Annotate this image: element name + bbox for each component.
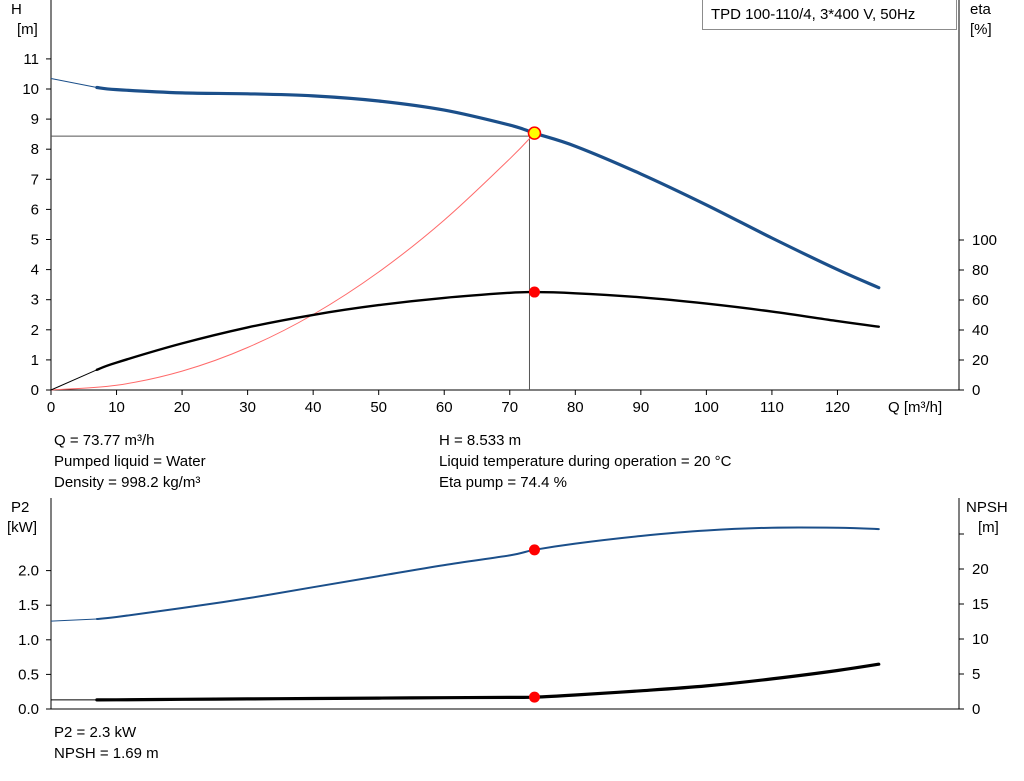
head-tick-label: 8 xyxy=(31,141,39,158)
pump-title: TPD 100-110/4, 3*400 V, 50Hz xyxy=(702,0,957,30)
info-liquid: Pumped liquid = Water xyxy=(54,453,206,470)
flow-tick-label: 50 xyxy=(370,399,387,416)
p2-curve-extrapolated xyxy=(50,618,97,622)
head-curve xyxy=(95,85,881,290)
eta-axis-title: eta xyxy=(970,1,992,18)
info-left-block: Q = 73.77 m³/h Pumped liquid = Water Den… xyxy=(54,430,206,493)
npsh-tick-label: 20 xyxy=(972,561,989,578)
flow-tick-label: 90 xyxy=(633,399,650,416)
head-tick-label: 7 xyxy=(31,171,39,188)
flow-tick-label: 30 xyxy=(239,399,256,416)
npsh-curve xyxy=(95,662,881,702)
flow-tick-label: 120 xyxy=(825,399,850,416)
info-head: H = 8.533 m xyxy=(439,432,522,449)
info-bottom-block: P2 = 2.3 kW NPSH = 1.69 m xyxy=(54,722,159,764)
npsh-axis-title: NPSH xyxy=(966,499,1008,516)
head-axis-title: H xyxy=(11,1,22,18)
head-tick-label: 5 xyxy=(31,232,39,249)
eta-tick-label: 0 xyxy=(972,382,980,399)
npsh-axis-unit: [m] xyxy=(978,519,999,536)
head-curve-extrapolated xyxy=(50,78,97,88)
p2-tick-label: 1.5 xyxy=(18,597,39,614)
head-operating-point xyxy=(527,126,542,140)
head-axis-unit: [m] xyxy=(17,21,38,38)
npsh-operating-point xyxy=(528,691,540,703)
p2-tick-label: 1.0 xyxy=(18,632,39,649)
flow-tick-label: 0 xyxy=(47,399,55,416)
head-tick-label: 0 xyxy=(31,382,39,399)
p2-operating-point xyxy=(528,544,540,556)
eta-tick-label: 40 xyxy=(972,322,989,339)
head-tick-label: 1 xyxy=(31,352,39,369)
eta-tick-label: 60 xyxy=(972,292,989,309)
info-p2: P2 = 2.3 kW xyxy=(54,724,137,741)
flow-tick-label: 110 xyxy=(760,399,784,416)
info-eta: Eta pump = 74.4 % xyxy=(439,474,567,491)
info-right-block: H = 8.533 m Liquid temperature during op… xyxy=(439,430,731,493)
flow-axis-label: Q [m³/h] xyxy=(888,399,942,416)
p2-axis-title: P2 xyxy=(11,499,29,516)
head-tick-label: 3 xyxy=(31,292,39,309)
head-tick-label: 2 xyxy=(31,322,39,339)
p2-curve xyxy=(95,526,880,620)
info-temperature: Liquid temperature during operation = 20… xyxy=(439,453,732,470)
flow-tick-label: 10 xyxy=(108,399,125,416)
head-tick-label: 10 xyxy=(22,81,39,98)
eta-tick-label: 80 xyxy=(972,262,989,279)
head-tick-label: 9 xyxy=(31,111,39,128)
head-tick-label: 6 xyxy=(31,201,39,218)
flow-tick-label: 20 xyxy=(174,399,191,416)
flow-tick-label: 40 xyxy=(305,399,322,416)
p2-axis-unit: [kW] xyxy=(7,519,37,536)
p2-tick-label: 2.0 xyxy=(18,563,39,580)
head-tick-label: 4 xyxy=(31,262,39,279)
info-density: Density = 998.2 kg/m³ xyxy=(54,474,201,491)
eta-axis-unit: [%] xyxy=(970,21,992,38)
npsh-tick-label: 15 xyxy=(972,596,989,613)
info-npsh: NPSH = 1.69 m xyxy=(54,745,159,762)
flow-tick-label: 80 xyxy=(567,399,584,416)
npsh-tick-label: 0 xyxy=(972,701,980,718)
eta-curve xyxy=(95,290,880,371)
eta-tick-label: 100 xyxy=(972,232,997,249)
flow-tick-label: 100 xyxy=(694,399,719,416)
system-curve xyxy=(50,132,535,391)
info-flow: Q = 73.77 m³/h xyxy=(54,432,155,449)
eta-operating-point xyxy=(528,286,540,298)
flow-tick-label: 60 xyxy=(436,399,453,416)
flow-tick-label: 70 xyxy=(501,399,518,416)
p2-tick-label: 0.5 xyxy=(18,666,39,683)
npsh-tick-label: 10 xyxy=(972,631,989,648)
eta-tick-label: 20 xyxy=(972,352,989,369)
head-tick-label: 11 xyxy=(23,51,39,68)
eta-curve-extrapolated xyxy=(50,369,98,391)
p2-tick-label: 0.0 xyxy=(18,701,39,718)
npsh-tick-label: 5 xyxy=(972,666,980,683)
